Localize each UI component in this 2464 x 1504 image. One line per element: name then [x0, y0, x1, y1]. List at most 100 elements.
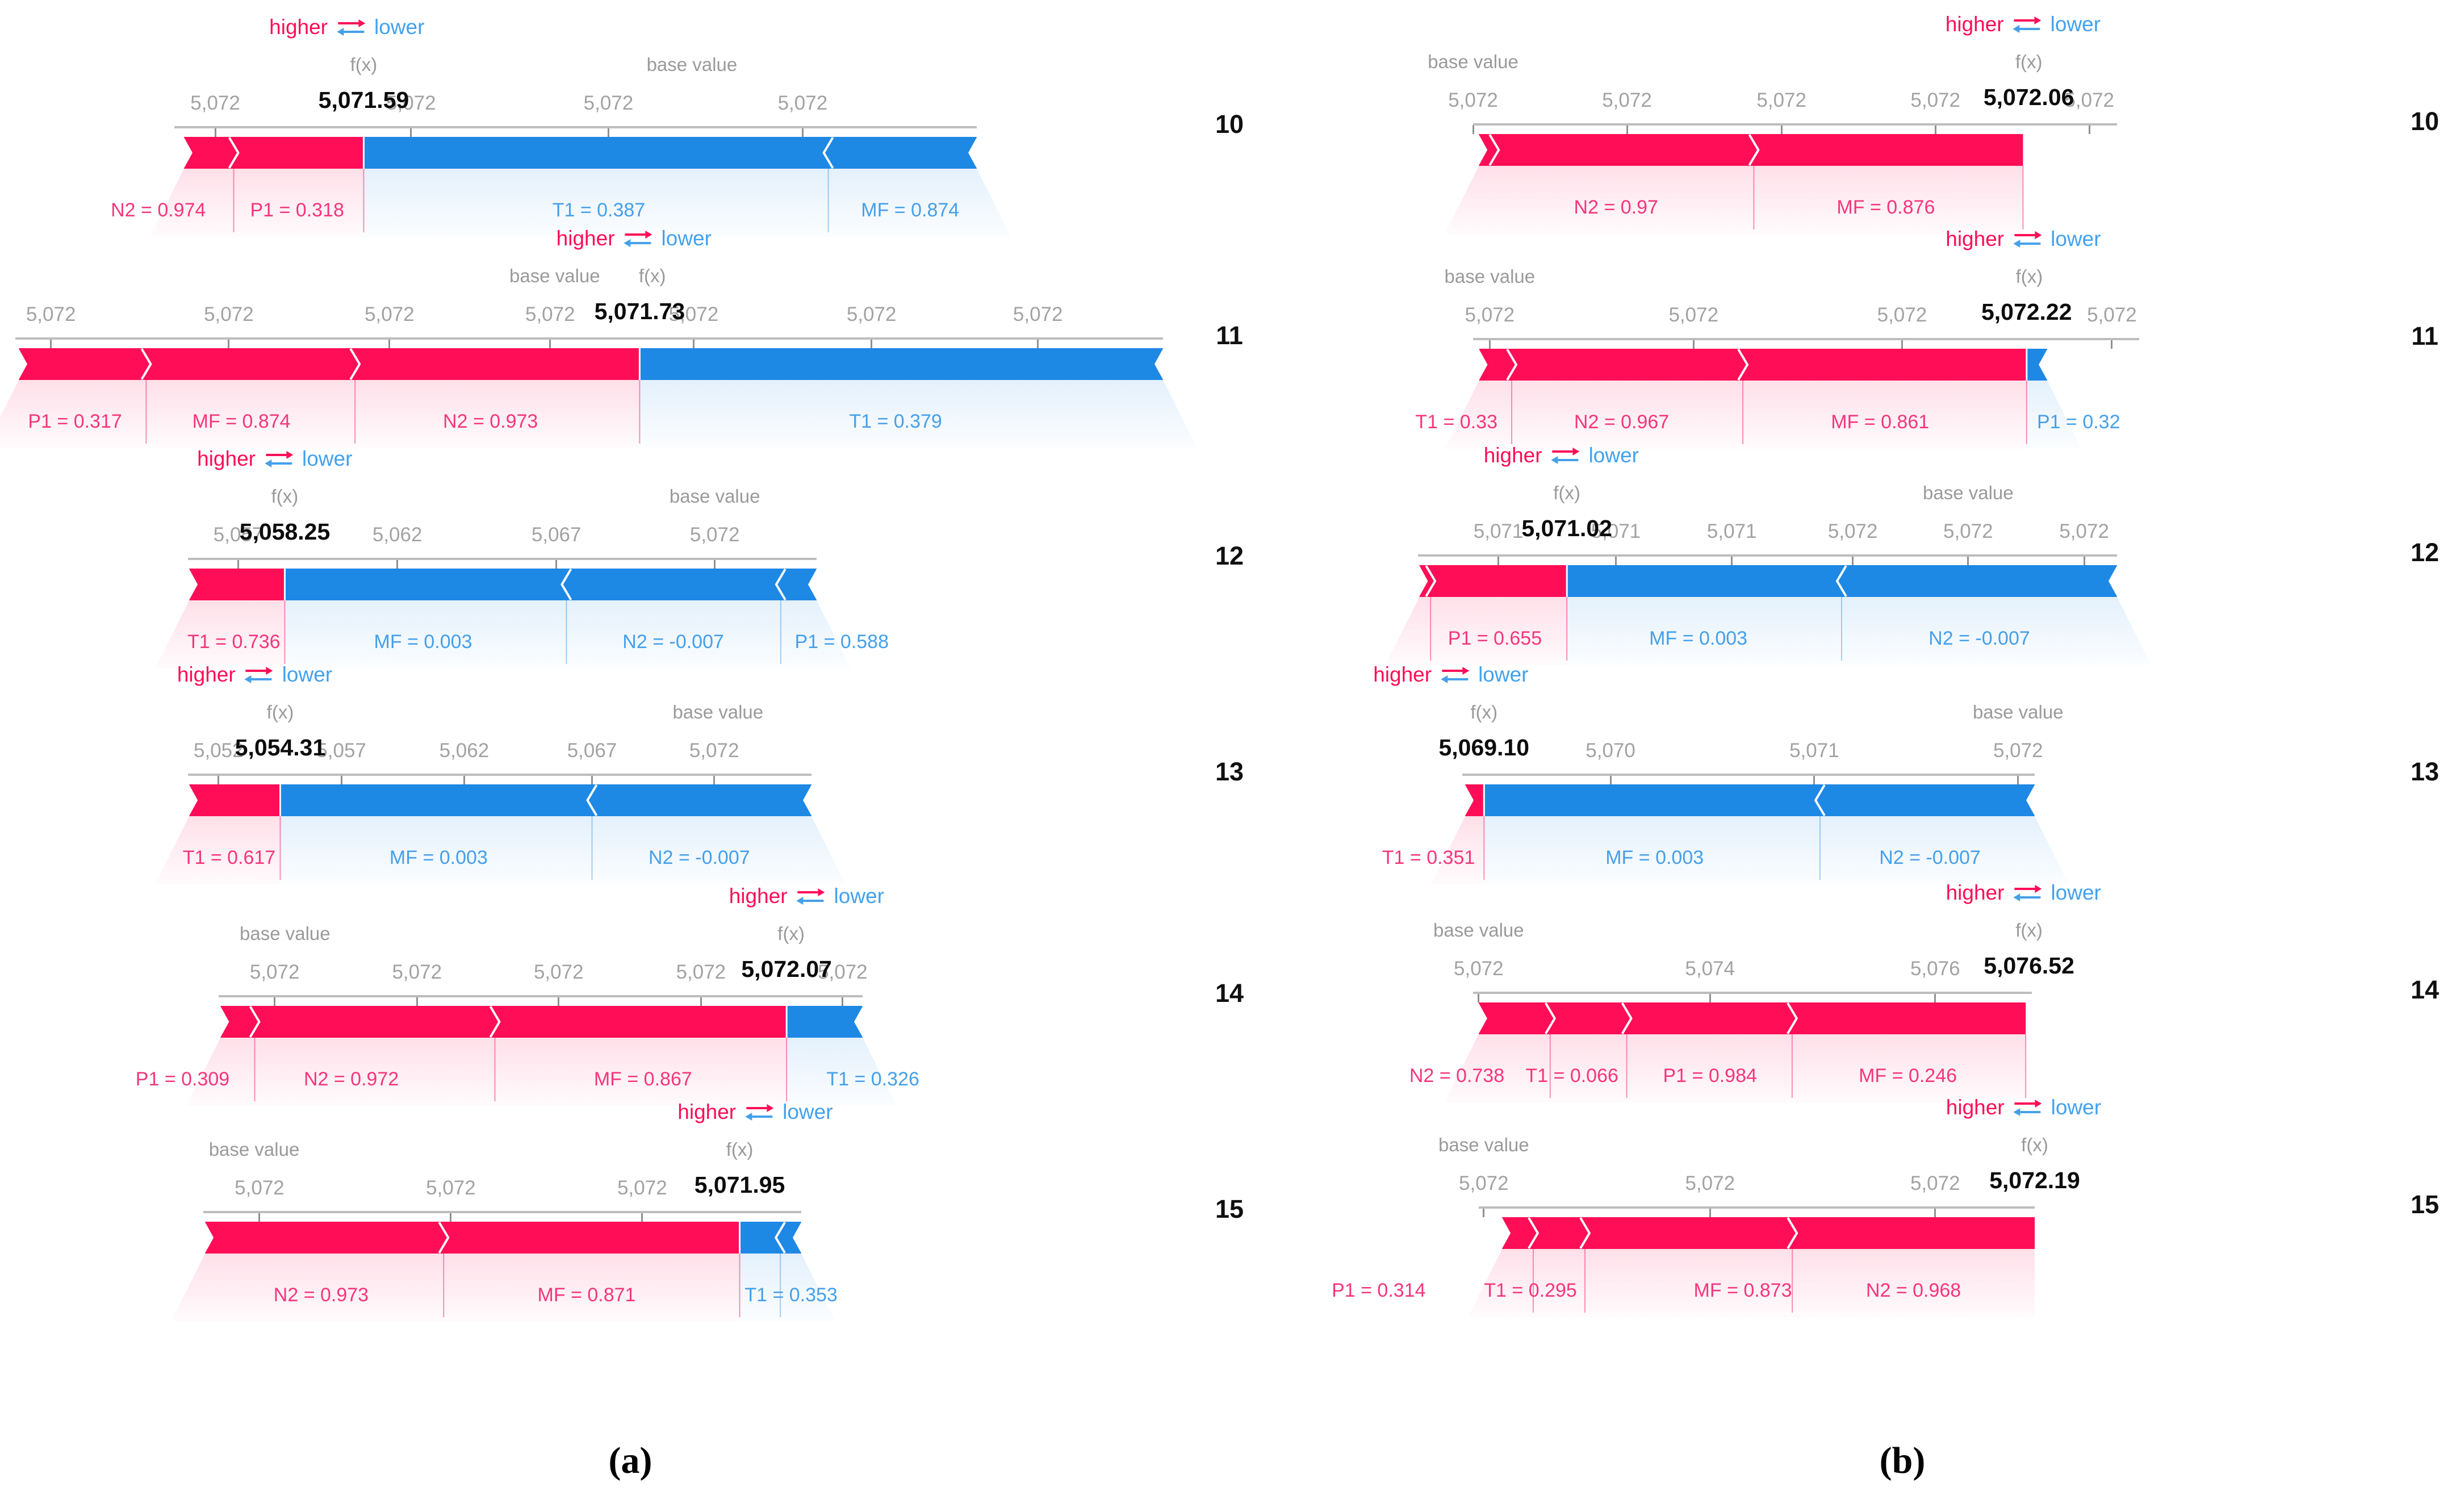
force-bar: [220, 1005, 863, 1038]
axis-tick-mark: [388, 339, 391, 348]
axis-tick-label: 5,072: [1993, 740, 2043, 762]
feature-label: T1 = 0.326: [826, 1068, 919, 1090]
red-fade: [155, 816, 281, 884]
row-number-b13: 13: [2410, 757, 2440, 786]
red-fade: [0, 380, 640, 448]
fx-join-line: [362, 137, 365, 169]
fx-value: 5,072.07: [741, 956, 832, 982]
red-tail-notch: [183, 136, 193, 169]
axis-tick-label: 5,071: [1591, 520, 1641, 542]
fx-join-line: [1483, 784, 1485, 816]
axis-tick-mark: [555, 559, 558, 569]
blue-tail-notch: [2109, 565, 2118, 598]
force-bar: [189, 568, 817, 601]
red-push-higher-segments: [19, 348, 640, 380]
axis-tick-mark: [237, 559, 240, 569]
feature-label: N2 = 0.973: [273, 1284, 369, 1306]
axis-tick-mark: [217, 775, 220, 784]
axis-tick-label: 5,072: [1013, 303, 1063, 325]
axis-tick-mark: [1709, 1208, 1711, 1217]
red-fade: [186, 1038, 787, 1106]
axis-tick-label: 5,072: [235, 1177, 285, 1199]
feature-label: P1 = 0.984: [1663, 1065, 1757, 1087]
feature-label: P1 = 0.317: [28, 411, 122, 432]
segment-divider-chevron: [586, 784, 598, 817]
legend-lower-label: lower: [661, 227, 712, 250]
base-value-label: base value: [672, 701, 764, 722]
feature-label: N2 = 0.974: [111, 199, 206, 221]
red-tail-notch: [220, 1005, 229, 1038]
contribution-fade: [186, 1038, 897, 1106]
red-push-higher-segments: [189, 569, 285, 600]
base-value-label: base value: [1444, 266, 1536, 287]
axis-tick-label: 5,057: [316, 740, 366, 762]
red-tail-notch: [1478, 1002, 1487, 1035]
feature-label: N2 = -0.007: [649, 847, 750, 868]
row-number-a10: 10: [1215, 110, 1244, 139]
axis-line: [1479, 1206, 2035, 1209]
base-value-label: base value: [1438, 1134, 1529, 1155]
legend: higher lower: [177, 663, 332, 687]
segment-divider-chevron: [1621, 1002, 1633, 1035]
axis-tick-label: 5,062: [372, 524, 422, 546]
axis-line: [1473, 123, 2117, 126]
axis-tick-mark: [801, 128, 804, 137]
axis-tick-mark: [1614, 556, 1617, 565]
force-plot-b11: higher lower f(x) base value 5,072 5,072 5,072…: [1415, 226, 2139, 465]
axis-tick-mark: [1483, 1208, 1485, 1217]
segment-divider-chevron: [1579, 1217, 1591, 1250]
fx-value: 5,071.73: [594, 298, 685, 324]
feature-label: P1 = 0.318: [250, 199, 344, 221]
force-plot-b14: higher lower f(x) base value 5,072 5,074 5,076…: [1409, 880, 2101, 1118]
feature-label: T1 = 0.353: [744, 1284, 838, 1306]
feature-label: P1 = 0.655: [1448, 628, 1542, 649]
red-tail-notch: [189, 568, 198, 601]
axis-line: [188, 558, 817, 560]
red-push-higher-segments: [220, 1006, 787, 1038]
base-value-label: base value: [1428, 51, 1518, 72]
axis-tick-mark: [1934, 1208, 1936, 1217]
higher-lower-arrows-icon: [796, 888, 825, 905]
axis-tick-label: 5,072: [668, 303, 719, 325]
red-tail-notch: [1465, 784, 1474, 817]
contribution-fade: [1468, 1249, 2035, 1317]
axis-tick-mark: [842, 997, 844, 1006]
row-number-b14: 14: [2410, 975, 2440, 1004]
legend: higher lower: [197, 447, 352, 471]
axis-tick-mark: [50, 339, 52, 348]
axis-tick-label: 5,072: [1910, 1172, 1960, 1194]
row-number-b10: 10: [2410, 107, 2440, 136]
fx-label: f(x): [2021, 1134, 2048, 1155]
base-value-label: base value: [1922, 482, 2014, 503]
legend-higher-label: higher: [1946, 881, 2005, 904]
feature-label: N2 = -0.007: [1928, 628, 2030, 649]
legend-lower-label: lower: [282, 663, 333, 686]
segment-divider-chevron: [1488, 133, 1500, 166]
segment-divider-chevron: [1814, 784, 1826, 817]
red-tail-notch: [1419, 565, 1428, 598]
axis-tick-mark: [1626, 125, 1628, 134]
feature-label: N2 = -0.007: [1879, 847, 1981, 868]
force-plot-a11: higher lower f(x) base value 5,072 5,072 5,072…: [0, 225, 1197, 464]
higher-lower-arrows-icon: [1551, 448, 1580, 464]
red-push-higher-segments: [1419, 565, 1567, 597]
axis-tick-label: 5,072: [365, 303, 415, 325]
axis-tick-label: 5,072: [1685, 1172, 1735, 1194]
axis-tick-mark: [396, 559, 399, 569]
feature-label: T1 = 0.617: [182, 847, 276, 868]
axis-tick-mark: [607, 128, 609, 137]
feature-label: MF = 0.867: [593, 1068, 692, 1090]
fx-value: 5,071.59: [318, 87, 409, 113]
axis-tick-label: 5,072: [1910, 89, 1960, 111]
feature-label: T1 = 0.379: [849, 411, 942, 432]
axis-line: [219, 995, 863, 997]
axis-tick-label: 5,072: [2059, 520, 2109, 542]
fx-join-line: [785, 1006, 788, 1038]
segment-divider-chevron: [775, 1221, 786, 1254]
force-plot-b13: higher lower f(x) base value 5,070 5,071 5,072…: [1373, 662, 2069, 900]
feature-label: MF = 0.003: [1649, 628, 1748, 649]
axis-tick-label: 5,072: [392, 961, 442, 983]
base-value-label: base value: [208, 1139, 300, 1160]
feature-label: T1 = 0.33: [1415, 411, 1497, 433]
fx-value: 5,058.25: [239, 519, 331, 545]
